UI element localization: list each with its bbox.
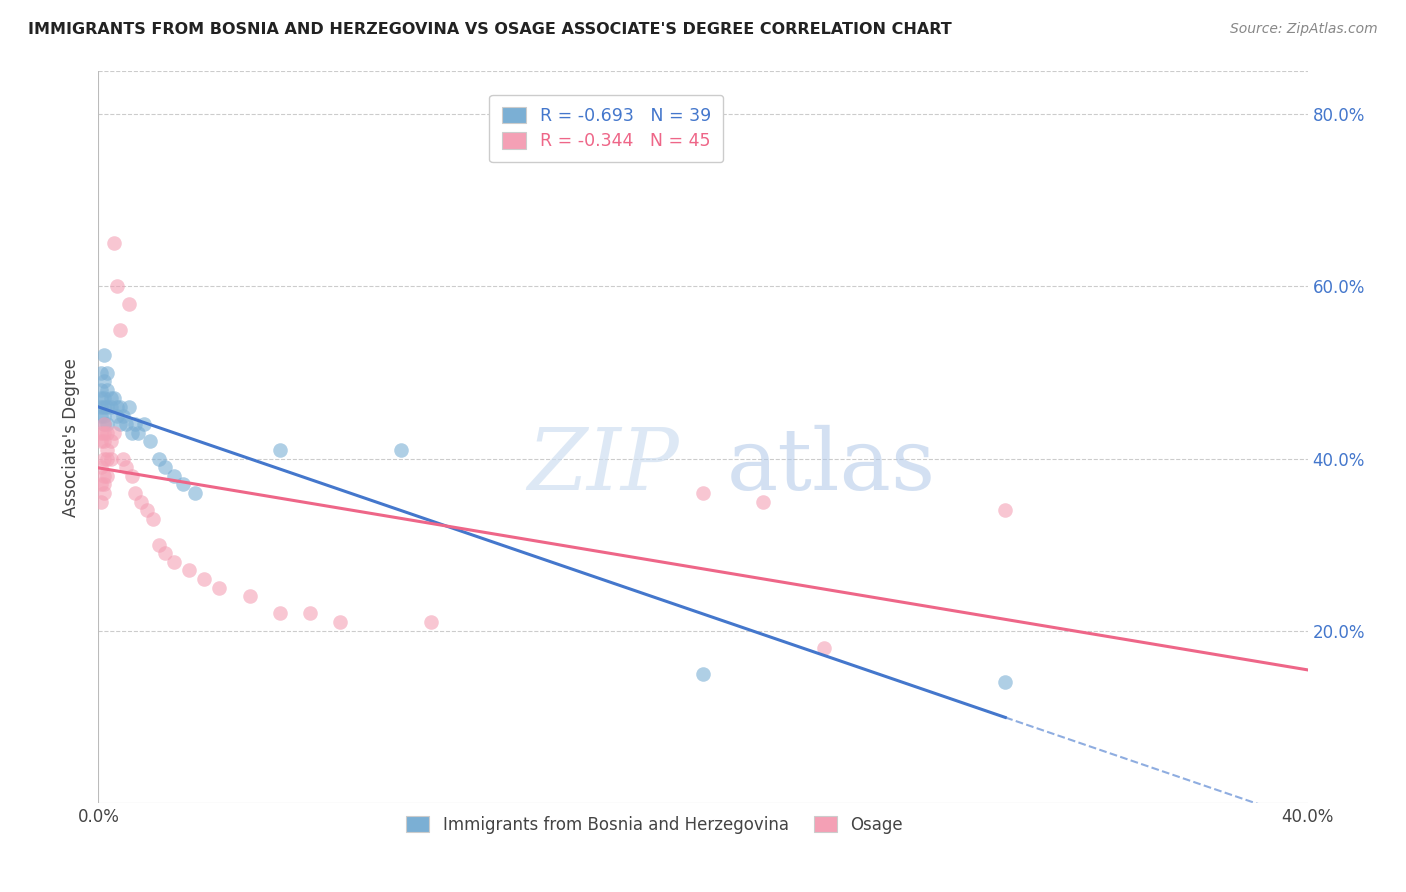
Point: [93, 468, 115, 483]
Point: [132, 417, 155, 432]
Point: [96, 366, 118, 380]
Point: [96, 442, 118, 457]
Point: [299, 607, 322, 621]
Point: [329, 615, 352, 629]
Point: [93, 417, 115, 432]
Point: [114, 417, 136, 432]
Point: [90, 434, 112, 449]
Point: [108, 400, 131, 414]
Point: [139, 434, 162, 449]
Point: [692, 666, 714, 681]
Point: [103, 392, 125, 406]
Point: [93, 425, 115, 440]
Point: [93, 409, 115, 423]
Point: [193, 572, 215, 586]
Text: atlas: atlas: [727, 425, 936, 508]
Point: [103, 425, 125, 440]
Point: [96, 468, 118, 483]
Point: [124, 417, 146, 432]
Point: [96, 425, 118, 440]
Point: [96, 400, 118, 414]
Point: [90, 460, 112, 475]
Point: [105, 279, 128, 293]
Point: [121, 468, 143, 483]
Point: [93, 374, 115, 388]
Point: [93, 417, 115, 432]
Text: ZIP: ZIP: [527, 425, 679, 508]
Point: [118, 296, 141, 310]
Point: [179, 564, 201, 578]
Text: Source: ZipAtlas.com: Source: ZipAtlas.com: [1230, 22, 1378, 37]
Point: [96, 383, 118, 397]
Point: [692, 486, 714, 500]
Point: [90, 392, 112, 406]
Point: [994, 675, 1017, 690]
Point: [111, 409, 134, 423]
Point: [153, 546, 176, 560]
Point: [127, 425, 149, 440]
Point: [90, 477, 112, 491]
Point: [93, 486, 115, 500]
Point: [172, 477, 194, 491]
Point: [93, 451, 115, 466]
Point: [100, 400, 122, 414]
Point: [93, 434, 115, 449]
Point: [108, 322, 131, 336]
Point: [163, 555, 186, 569]
Point: [93, 400, 115, 414]
Point: [114, 460, 136, 475]
Point: [90, 409, 112, 423]
Legend: Immigrants from Bosnia and Herzegovina, Osage: Immigrants from Bosnia and Herzegovina, …: [398, 807, 911, 842]
Point: [90, 400, 112, 414]
Point: [813, 640, 835, 655]
Point: [135, 503, 157, 517]
Point: [420, 615, 443, 629]
Point: [148, 451, 170, 466]
Point: [269, 442, 291, 457]
Point: [96, 451, 118, 466]
Point: [90, 366, 112, 380]
Y-axis label: Associate's Degree: Associate's Degree: [62, 358, 80, 516]
Point: [93, 477, 115, 491]
Point: [752, 494, 775, 508]
Point: [90, 425, 112, 440]
Point: [239, 589, 262, 603]
Point: [105, 409, 128, 423]
Point: [153, 460, 176, 475]
Point: [90, 383, 112, 397]
Point: [93, 348, 115, 362]
Point: [148, 538, 170, 552]
Point: [100, 392, 122, 406]
Point: [100, 434, 122, 449]
Point: [90, 494, 112, 508]
Point: [269, 607, 291, 621]
Point: [103, 236, 125, 251]
Point: [142, 512, 165, 526]
Point: [389, 442, 412, 457]
Point: [121, 425, 143, 440]
Point: [118, 400, 141, 414]
Point: [111, 451, 134, 466]
Point: [93, 392, 115, 406]
Text: IMMIGRANTS FROM BOSNIA AND HERZEGOVINA VS OSAGE ASSOCIATE'S DEGREE CORRELATION C: IMMIGRANTS FROM BOSNIA AND HERZEGOVINA V…: [28, 22, 952, 37]
Point: [208, 581, 231, 595]
Point: [100, 451, 122, 466]
Point: [105, 400, 128, 414]
Point: [163, 468, 186, 483]
Point: [124, 486, 146, 500]
Point: [129, 494, 152, 508]
Point: [108, 417, 131, 432]
Point: [994, 503, 1017, 517]
Point: [96, 417, 118, 432]
Point: [184, 486, 207, 500]
